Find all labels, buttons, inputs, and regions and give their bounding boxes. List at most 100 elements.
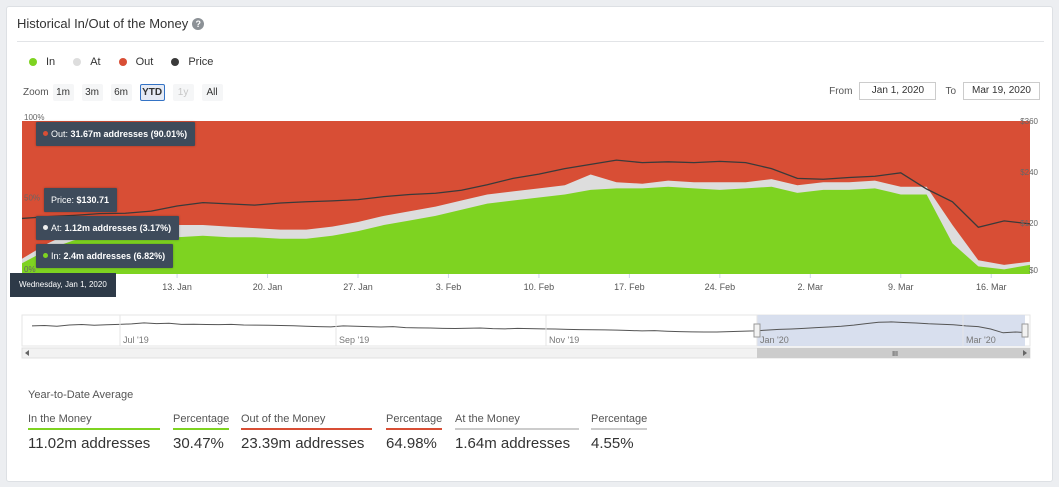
tooltip-in-prefix: In: [51,251,64,261]
stat-header: In the Money [28,413,160,430]
stat-value: 1.64m addresses [455,435,571,452]
stat-header: Out of the Money [241,413,372,430]
zoom-label: Zoom [23,87,49,98]
tooltip-at-prefix: At: [51,223,65,233]
to-date-input[interactable]: Mar 19, 2020 [963,82,1040,100]
scroll-right-arrow-icon [1023,350,1027,356]
legend-item-price[interactable]: Price [171,56,213,68]
legend-item-in[interactable]: In [29,56,55,68]
tooltip-price-value: $130.71 [76,195,110,205]
y-left-tick-label: 100% [24,113,44,122]
chart-svg[interactable]: 13. Jan 20. Jan 27. Jan 3. Feb 10. Feb 17. Fe… [8,107,1048,362]
series-price-line [21,159,1031,228]
zoom-all-button[interactable]: All [201,84,223,101]
zoom-ytd-button[interactable]: YTD [139,84,165,101]
legend-in-dot [29,58,37,66]
stat-at-the-money: At the Money 1.64m addresses [455,413,579,452]
navigator-label: Nov '19 [549,335,579,345]
scroll-left-arrow-icon [25,350,29,356]
tooltip-out: Out: 31.67m addresses (90.01%) [36,122,196,146]
navigator-selection [757,315,1025,346]
title-text: Historical In/Out of the Money [17,16,189,31]
navigator-right-handle [1021,323,1029,338]
zoom-1y-button: 1y [172,84,194,101]
stat-in-percentage: Percentage 30.47% [173,413,229,452]
title-divider [17,41,1044,42]
navigator[interactable]: Jul '19 Sep '19 Nov '19 Jan '20 Mar '20 III [21,314,1031,359]
navigator-label: Sep '19 [339,335,369,345]
y-right-tick-label: $0 [1029,266,1038,275]
navigator-series [31,321,1029,334]
legend-price-label: Price [188,56,214,68]
x-tick-label: 2. Mar [798,282,824,292]
legend-item-at[interactable]: At [73,56,101,68]
tooltip-at: At: 1.12m addresses (3.17%) [36,216,180,240]
y-left-tick-label: 50% [24,194,40,203]
legend-out-label: Out [135,56,154,68]
stat-at-percentage: Percentage 4.55% [591,413,647,452]
tooltip-in-value: 2.4m addresses (6.82%) [63,251,166,261]
from-label: From [829,85,853,97]
scrollbar-grip-icon: III [892,351,898,358]
y-left-tick-label: 0% [24,265,36,274]
stat-value: 4.55% [591,435,634,452]
x-tick-label: 24. Feb [705,282,736,292]
stat-header: Percentage [591,413,647,430]
legend-in-label: In [46,56,56,68]
y-right-tick-label: $120 [1020,219,1038,228]
stat-header: Percentage [386,413,442,430]
help-icon[interactable]: ? [192,17,205,30]
stat-value: 11.02m addresses [28,435,151,452]
x-tick-label: 17. Feb [614,282,645,292]
zoom-3m-button[interactable]: 3m [81,84,103,101]
legend-item-out[interactable]: Out [118,56,154,68]
navigator-left-handle [753,323,761,338]
legend-out-dot [118,58,127,66]
stat-out-of-the-money: Out of the Money 23.39m addresses [241,413,372,452]
stat-header: At the Money [455,413,579,430]
y-right-tick-label: $360 [1020,117,1038,126]
navigator-label: Jul '19 [123,335,149,345]
tooltip-at-dot [43,225,48,230]
x-tick-label: 10. Feb [524,282,555,292]
to-label: To [945,85,956,97]
stat-value: 30.47% [173,435,224,452]
navigator-label: Mar '20 [966,335,996,345]
tooltip-in: In: 2.4m addresses (6.82%) [36,244,174,268]
chart-legend: In At Out Price [29,56,231,68]
stat-value: 64.98% [386,435,437,452]
navigator-label: Jan '20 [760,335,789,345]
stat-value: 23.39m addresses [241,435,365,452]
zoom-1m-button[interactable]: 1m [52,84,74,101]
scrollbar-thumb [757,348,1030,358]
tooltip-price: Price: $130.71 [44,188,118,212]
tooltip-in-dot [43,253,48,258]
page-title: Historical In/Out of the Money ? [17,16,205,31]
tooltip-out-dot [43,131,48,136]
date-range: From Jan 1, 2020 To Mar 19, 2020 [829,82,1040,100]
stat-out-percentage: Percentage 64.98% [386,413,442,452]
stats-title: Year-to-Date Average [28,389,134,401]
x-tick-label: 13. Jan [162,282,192,292]
from-date-input[interactable]: Jan 1, 2020 [859,82,937,100]
legend-price-dot [171,58,180,66]
tooltip-date: Wednesday, Jan 1, 2020 [10,273,116,297]
x-tick-label: 20. Jan [253,282,283,292]
x-tick-label: 3. Feb [436,282,462,292]
axes: 13. Jan 20. Jan 27. Jan 3. Feb 10. Feb 17. Fe… [24,113,1039,292]
stat-in-the-money: In the Money 11.02m addresses [28,413,160,452]
y-right-tick-label: $240 [1020,168,1038,177]
x-tick-label: 27. Jan [343,282,373,292]
zoom-6m-button[interactable]: 6m [110,84,132,101]
x-tick-label: 16. Mar [976,282,1007,292]
tooltip-out-prefix: Out: [51,129,71,139]
stat-header: Percentage [173,413,229,430]
plot-area [21,121,1031,274]
tooltip-out-value: 31.67m addresses (90.01%) [70,129,188,139]
legend-at-label: At [90,56,101,68]
tooltip-price-prefix: Price: [51,195,77,205]
x-tick-label: 9. Mar [888,282,914,292]
series-in-area [22,186,1030,274]
tooltip-at-value: 1.12m addresses (3.17%) [64,223,172,233]
zoom-controls: Zoom 1m 3m 6m YTD 1y All [23,84,231,101]
